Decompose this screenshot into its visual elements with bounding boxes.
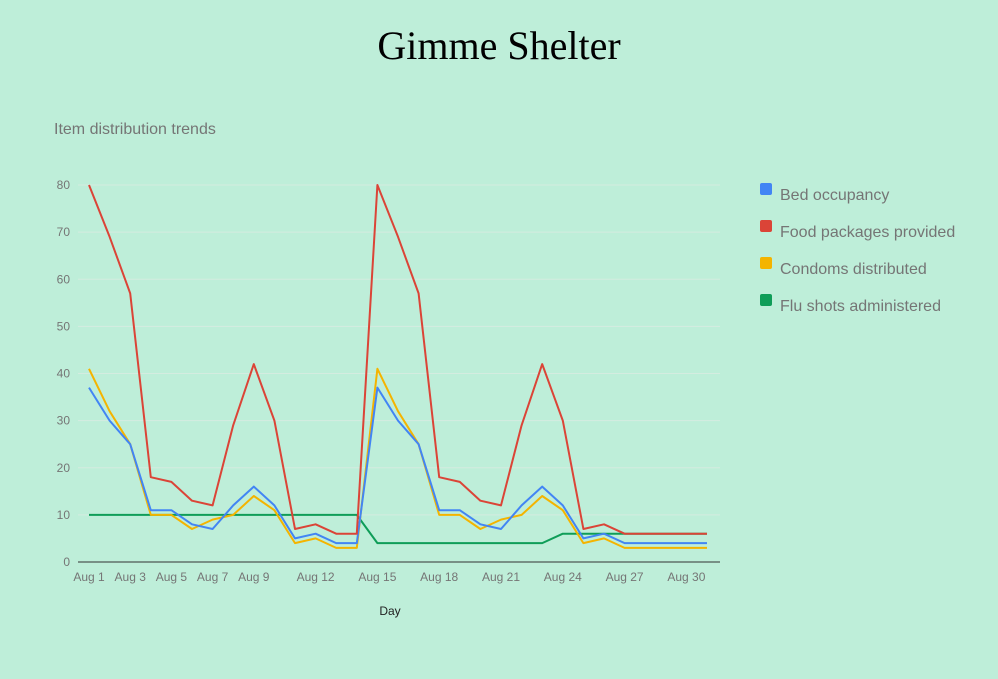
x-tick-label: Aug 12 — [297, 570, 335, 584]
y-tick-label: 0 — [63, 555, 70, 569]
y-tick-label: 40 — [57, 367, 71, 381]
x-axis-ticks: Aug 1 Aug 3 Aug 5 Aug 7 Aug 9 Aug 12 Aug 15 Aug… — [73, 570, 705, 584]
x-tick-label: Aug 1 — [73, 570, 105, 584]
series-line-food-packages-provided — [88, 184, 707, 535]
x-axis-title: Day — [379, 604, 400, 618]
y-axis-ticks: 0 10 20 30 40 50 60 70 80 — [57, 178, 71, 569]
y-tick-label: 80 — [57, 178, 71, 192]
legend-swatch — [760, 220, 772, 232]
x-tick-label: Aug 18 — [420, 570, 458, 584]
x-tick-label: Aug 9 — [238, 570, 270, 584]
y-tick-label: 70 — [57, 225, 71, 239]
x-tick-label: Aug 5 — [156, 570, 188, 584]
legend-item: Bed occupancy — [760, 183, 889, 204]
gridlines — [78, 184, 720, 516]
y-tick-label: 30 — [57, 414, 71, 428]
series-lines — [88, 184, 707, 549]
legend-swatch — [760, 183, 772, 195]
legend-swatch — [760, 257, 772, 269]
legend-label: Food packages provided — [780, 224, 955, 241]
y-tick-label: 50 — [57, 319, 71, 333]
x-tick-label: Aug 3 — [115, 570, 147, 584]
legend-item: Flu shots administered — [760, 294, 941, 315]
series-line-bed-occupancy — [88, 386, 707, 545]
legend: Bed occupancy Food packages provided Condo… — [760, 183, 955, 315]
chart-title: Item distribution trends — [54, 121, 216, 138]
y-tick-label: 10 — [57, 508, 71, 522]
legend-label: Condoms distributed — [780, 261, 927, 278]
x-tick-label: Aug 15 — [358, 570, 396, 584]
y-tick-label: 60 — [57, 272, 71, 286]
x-tick-label: Aug 30 — [667, 570, 705, 584]
x-tick-label: Aug 24 — [544, 570, 582, 584]
series-line-condoms-distributed — [88, 367, 707, 549]
x-tick-label: Aug 27 — [606, 570, 644, 584]
legend-item: Condoms distributed — [760, 257, 927, 278]
x-tick-label: Aug 7 — [197, 570, 229, 584]
legend-label: Bed occupancy — [780, 187, 889, 204]
legend-item: Food packages provided — [760, 220, 955, 241]
x-tick-label: Aug 21 — [482, 570, 520, 584]
page-title: Gimme Shelter — [377, 23, 621, 68]
legend-label: Flu shots administered — [780, 298, 941, 315]
y-tick-label: 20 — [57, 461, 71, 475]
legend-swatch — [760, 294, 772, 306]
